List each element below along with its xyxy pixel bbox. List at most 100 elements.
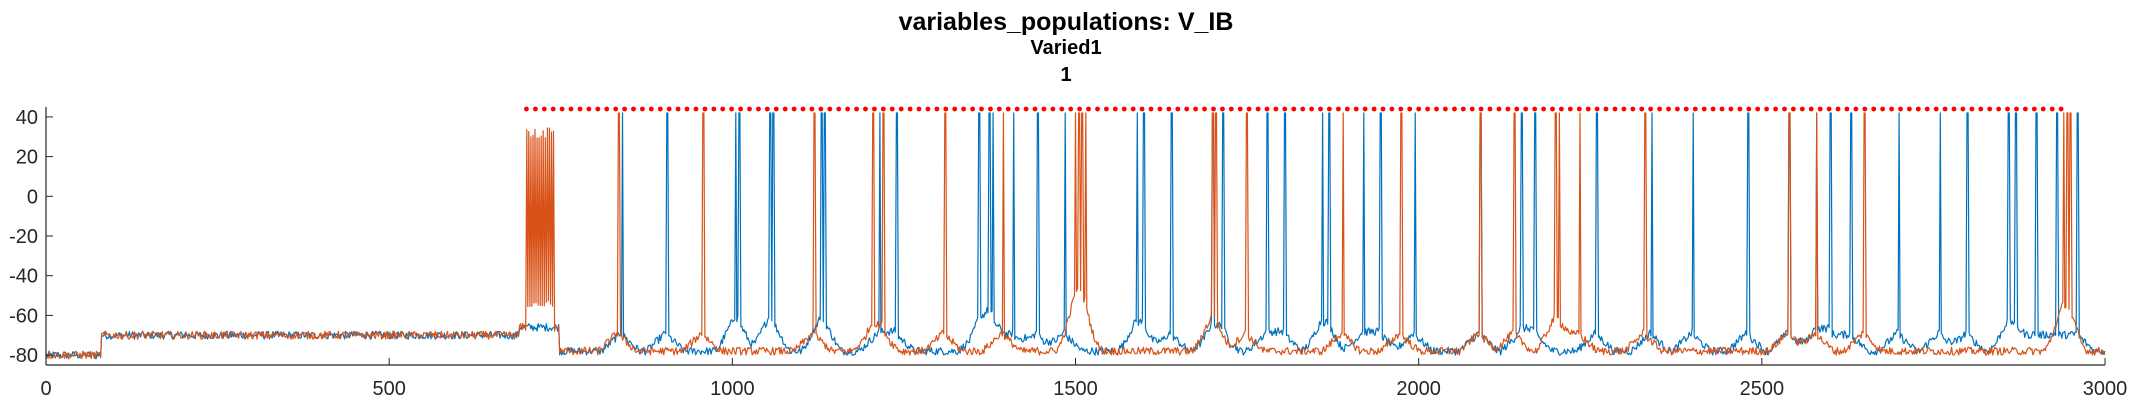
spike-marker [2040,106,2046,112]
spike-marker [907,106,913,112]
spike-marker [1755,106,1761,112]
spike-marker [1862,106,1868,112]
y-ticks: 40 20 0 -20 -40 -60 -80 [9,107,53,367]
spike-marker [1933,106,1939,112]
spike-marker [577,106,583,112]
spike-marker [533,106,538,112]
spike-marker [1255,106,1261,112]
spike-marker [800,106,806,112]
spike-marker [872,106,877,112]
spike-marker [1889,106,1894,112]
spike-marker [1211,106,1216,112]
spike-marker [631,106,636,112]
spike-marker [1068,106,1074,112]
spike-marker [1425,106,1430,112]
spike-marker [1585,106,1591,112]
spike-marker [1478,106,1484,112]
x-tick-label: 2000 [1396,378,1441,400]
spike-marker [1764,106,1769,112]
spike-marker [1826,106,1832,112]
spike-marker [1487,106,1493,112]
spike-marker [988,106,993,112]
spike-marker [1184,106,1190,112]
spike-marker [773,106,779,112]
spike-marker [925,106,931,112]
spike-marker [1898,106,1903,112]
spike-marker [604,106,610,112]
spike-marker [916,106,922,112]
series-trace-orange [45,112,2106,360]
spike-marker [1193,106,1198,112]
spike-marker [1505,106,1511,112]
plot-area [45,106,2106,360]
spike-marker [1344,106,1350,112]
spike-marker [1371,106,1377,112]
spike-marker [1648,106,1653,112]
spike-marker [702,106,708,112]
spike-marker [1666,106,1671,112]
spike-marker [684,106,690,112]
spike-marker [1746,106,1752,112]
spike-marker [970,106,975,112]
spike-marker [1469,106,1475,112]
spike-marker [1817,106,1823,112]
spike-marker [1452,106,1457,112]
spike-marker [541,106,547,112]
spike-marker [1032,106,1038,112]
spike-marker [1683,106,1689,112]
y-tick-label: 20 [16,147,38,169]
x-tick-label: 1000 [710,378,755,400]
x-ticks: 0 500 1000 1500 2000 2500 3000 [40,358,2127,400]
spike-marker [1157,106,1163,112]
spike-marker [1300,106,1306,112]
spike-marker [827,106,833,112]
spike-marker [711,106,717,112]
spike-marker [1719,106,1725,112]
spike-marker [961,106,966,112]
spike-marker [1737,106,1743,112]
spike-marker [1460,106,1466,112]
chart-subtitle: Varied1 [1030,37,1101,59]
spike-marker [979,106,984,112]
spike-marker [1728,106,1734,112]
spike-marker [1942,106,1948,112]
spike-marker [1523,106,1529,112]
spike-marker [934,106,940,112]
spike-marker [1675,106,1680,112]
spike-marker [1701,106,1707,112]
spike-marker [1559,106,1564,112]
spike-marker [1532,106,1538,112]
y-tick-label: -40 [9,266,38,288]
y-tick-label: -60 [9,305,38,327]
y-tick-label: 40 [16,107,38,129]
spike-marker [1434,106,1439,112]
spike-marker [1782,106,1787,112]
spike-marker [586,106,592,112]
spike-marker [1353,106,1359,112]
spike-marker [1095,106,1100,112]
spike-marker [809,106,815,112]
spike-marker [1202,106,1207,112]
spike-marker [1496,106,1502,112]
spike-marker [1541,106,1546,112]
spike-marker [1407,106,1413,112]
spike-marker [1880,106,1885,112]
spike-marker [2023,106,2028,112]
spike-marker [747,106,752,112]
spike-marker [1246,106,1252,112]
chart-title: variables_populations: V_IB [899,8,1234,36]
spike-marker [1550,106,1555,112]
spike-marker [1005,106,1011,112]
spike-marker [2049,106,2055,112]
spike-marker [1112,106,1118,112]
spike-marker [1710,106,1716,112]
spike-marker [1657,106,1662,112]
spike-marker [1808,106,1814,112]
spike-marker [1915,106,1921,112]
spike-marker [1166,106,1172,112]
spike-marker [648,106,654,112]
spike-marker [1603,106,1609,112]
spike-marker [729,106,734,112]
spike-marker [1924,106,1930,112]
